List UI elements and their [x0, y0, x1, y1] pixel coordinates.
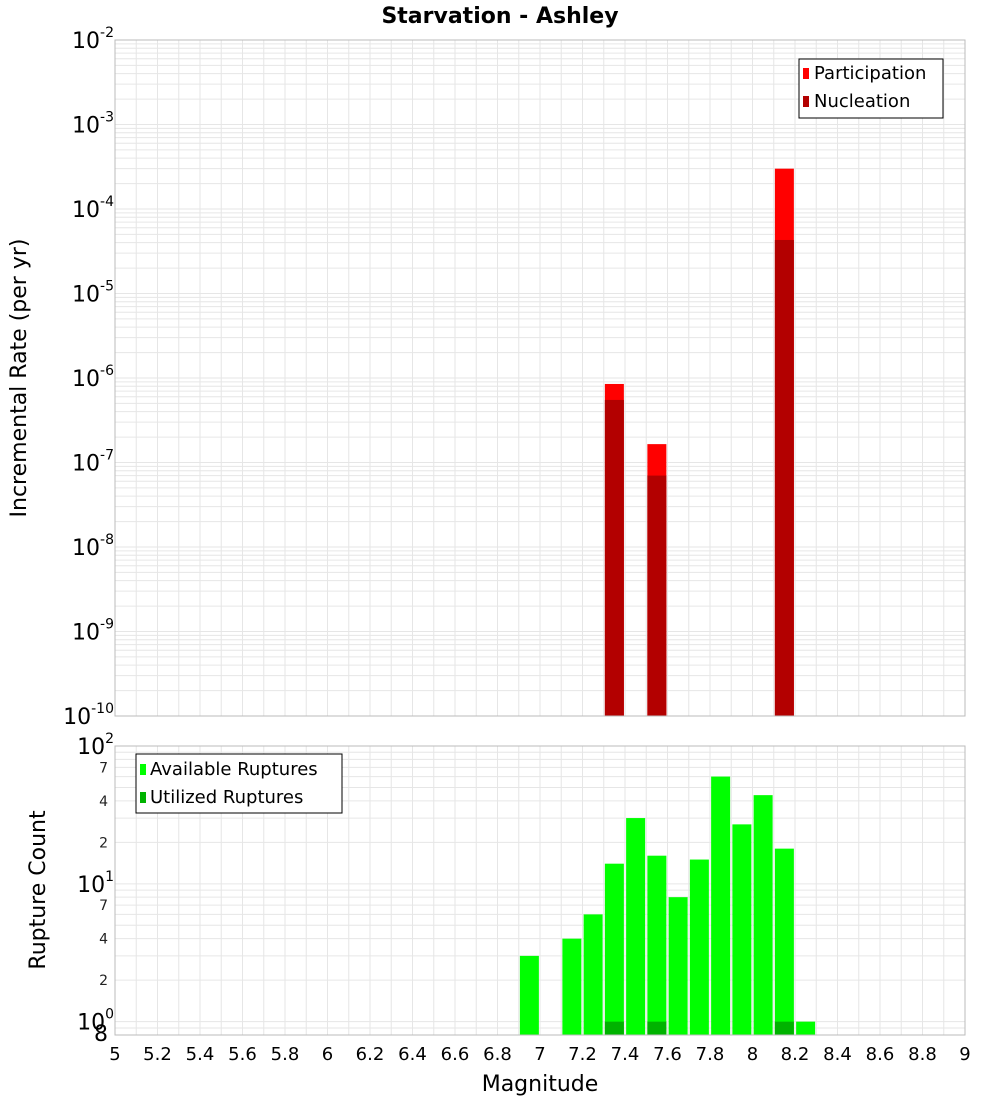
y-tick-label: 10-10	[63, 701, 114, 730]
available-ruptures-bar	[732, 824, 752, 1035]
legend-label: Available Ruptures	[150, 759, 318, 780]
y-tick-label: 10-6	[72, 363, 114, 392]
y-tick-label: 101	[77, 869, 114, 898]
legend: Participation Nucleation	[798, 58, 944, 119]
x-axis-label: Magnitude	[482, 1072, 599, 1097]
x-tick-label: 5.8	[271, 1044, 300, 1065]
x-tick-label: 6.6	[441, 1044, 470, 1065]
legend: Available Ruptures Utilized Ruptures	[135, 753, 343, 814]
y-tick-label: 10-3	[72, 110, 114, 139]
y-tick-label: 102	[77, 731, 114, 760]
chart-title: Starvation - Ashley	[381, 4, 618, 29]
legend-label: Utilized Ruptures	[150, 787, 303, 808]
y-tick-label: 10-5	[72, 279, 114, 308]
y-minor-tick-label: 7	[99, 760, 108, 776]
y-tick-label: 10-2	[72, 25, 114, 54]
x-tick-label: 6	[322, 1044, 333, 1065]
y-tick-label: 100	[77, 1007, 114, 1036]
plot-frame	[114, 745, 966, 1036]
nucleation-bar	[604, 399, 624, 716]
y-tick-label: 10-4	[72, 194, 114, 223]
utilized-ruptures-bar	[647, 1021, 667, 1035]
x-tick-label: 8.8	[908, 1044, 937, 1065]
available-ruptures-bar	[604, 863, 624, 1035]
x-tick-label: 8.6	[866, 1044, 895, 1065]
y-minor-tick-label: 8	[94, 1022, 108, 1047]
bottom-panel: 100 101 102 8 2 4 7 2 4 7 Rupture Count Available R…	[26, 731, 966, 1047]
legend-swatch	[140, 764, 146, 775]
y-minor-tick-label: 7	[99, 898, 108, 914]
y-minor-tick-label: 2	[99, 973, 108, 989]
plot-frame	[114, 39, 966, 717]
legend-swatch	[803, 68, 809, 79]
x-tick-label: 6.4	[398, 1044, 427, 1065]
nucleation-bar	[774, 239, 794, 716]
legend-swatch	[803, 96, 809, 107]
y-axis-label: Incremental Rate (per yr)	[7, 239, 32, 518]
available-ruptures-bar	[796, 1021, 816, 1035]
x-tick-label: 5.6	[228, 1044, 257, 1065]
available-ruptures-bar	[519, 955, 539, 1035]
legend-label: Participation	[814, 63, 926, 84]
x-axis: 5 5.2 5.4 5.6 5.8 6 6.2 6.4 6.6 6.8 7 7.2 7.4 7.6 7.8 8…	[109, 1044, 970, 1065]
legend-box	[798, 58, 944, 119]
x-tick-label: 8.4	[823, 1044, 852, 1065]
available-ruptures-bar	[562, 938, 582, 1035]
utilized-ruptures-bar	[604, 1021, 624, 1035]
y-tick-label: 10-9	[72, 617, 114, 646]
available-ruptures-bar	[668, 897, 688, 1035]
y-minor-tick-label: 4	[99, 794, 108, 810]
x-tick-label: 8	[747, 1044, 758, 1065]
y-tick-label: 10-7	[72, 448, 114, 477]
x-tick-label: 5.2	[143, 1044, 172, 1065]
top-panel: 10-10 10-9 10-8 10-7 10-6 10-5 10-4 10-3 10-2 Inc…	[7, 25, 966, 730]
x-tick-label: 9	[959, 1044, 970, 1065]
available-ruptures-bar	[583, 914, 603, 1035]
available-ruptures-bar	[711, 776, 731, 1035]
utilized-ruptures-bar	[774, 1021, 794, 1035]
nucleation-bar	[647, 475, 667, 716]
x-tick-label: 6.2	[356, 1044, 385, 1065]
y-axis-label: Rupture Count	[26, 810, 51, 970]
x-tick-label: 7.6	[653, 1044, 682, 1065]
available-ruptures-bar	[626, 818, 646, 1035]
x-tick-label: 8.2	[781, 1044, 810, 1065]
available-ruptures-bar	[647, 855, 667, 1035]
x-tick-label: 5.4	[186, 1044, 215, 1065]
x-tick-label: 5	[109, 1044, 120, 1065]
available-ruptures-bar	[753, 795, 773, 1035]
x-tick-label: 7.2	[568, 1044, 597, 1065]
x-tick-label: 7.4	[611, 1044, 640, 1065]
y-tick-label: 10-8	[72, 532, 114, 561]
available-ruptures-bar	[774, 848, 794, 1035]
x-tick-label: 7.8	[696, 1044, 725, 1065]
y-minor-tick-label: 4	[99, 932, 108, 948]
x-tick-label: 7	[534, 1044, 545, 1065]
x-tick-label: 6.8	[483, 1044, 512, 1065]
available-ruptures-bar	[689, 859, 709, 1035]
legend-swatch	[140, 792, 146, 803]
legend-label: Nucleation	[814, 91, 910, 112]
y-minor-tick-label: 2	[99, 835, 108, 851]
legend-box	[135, 753, 343, 814]
